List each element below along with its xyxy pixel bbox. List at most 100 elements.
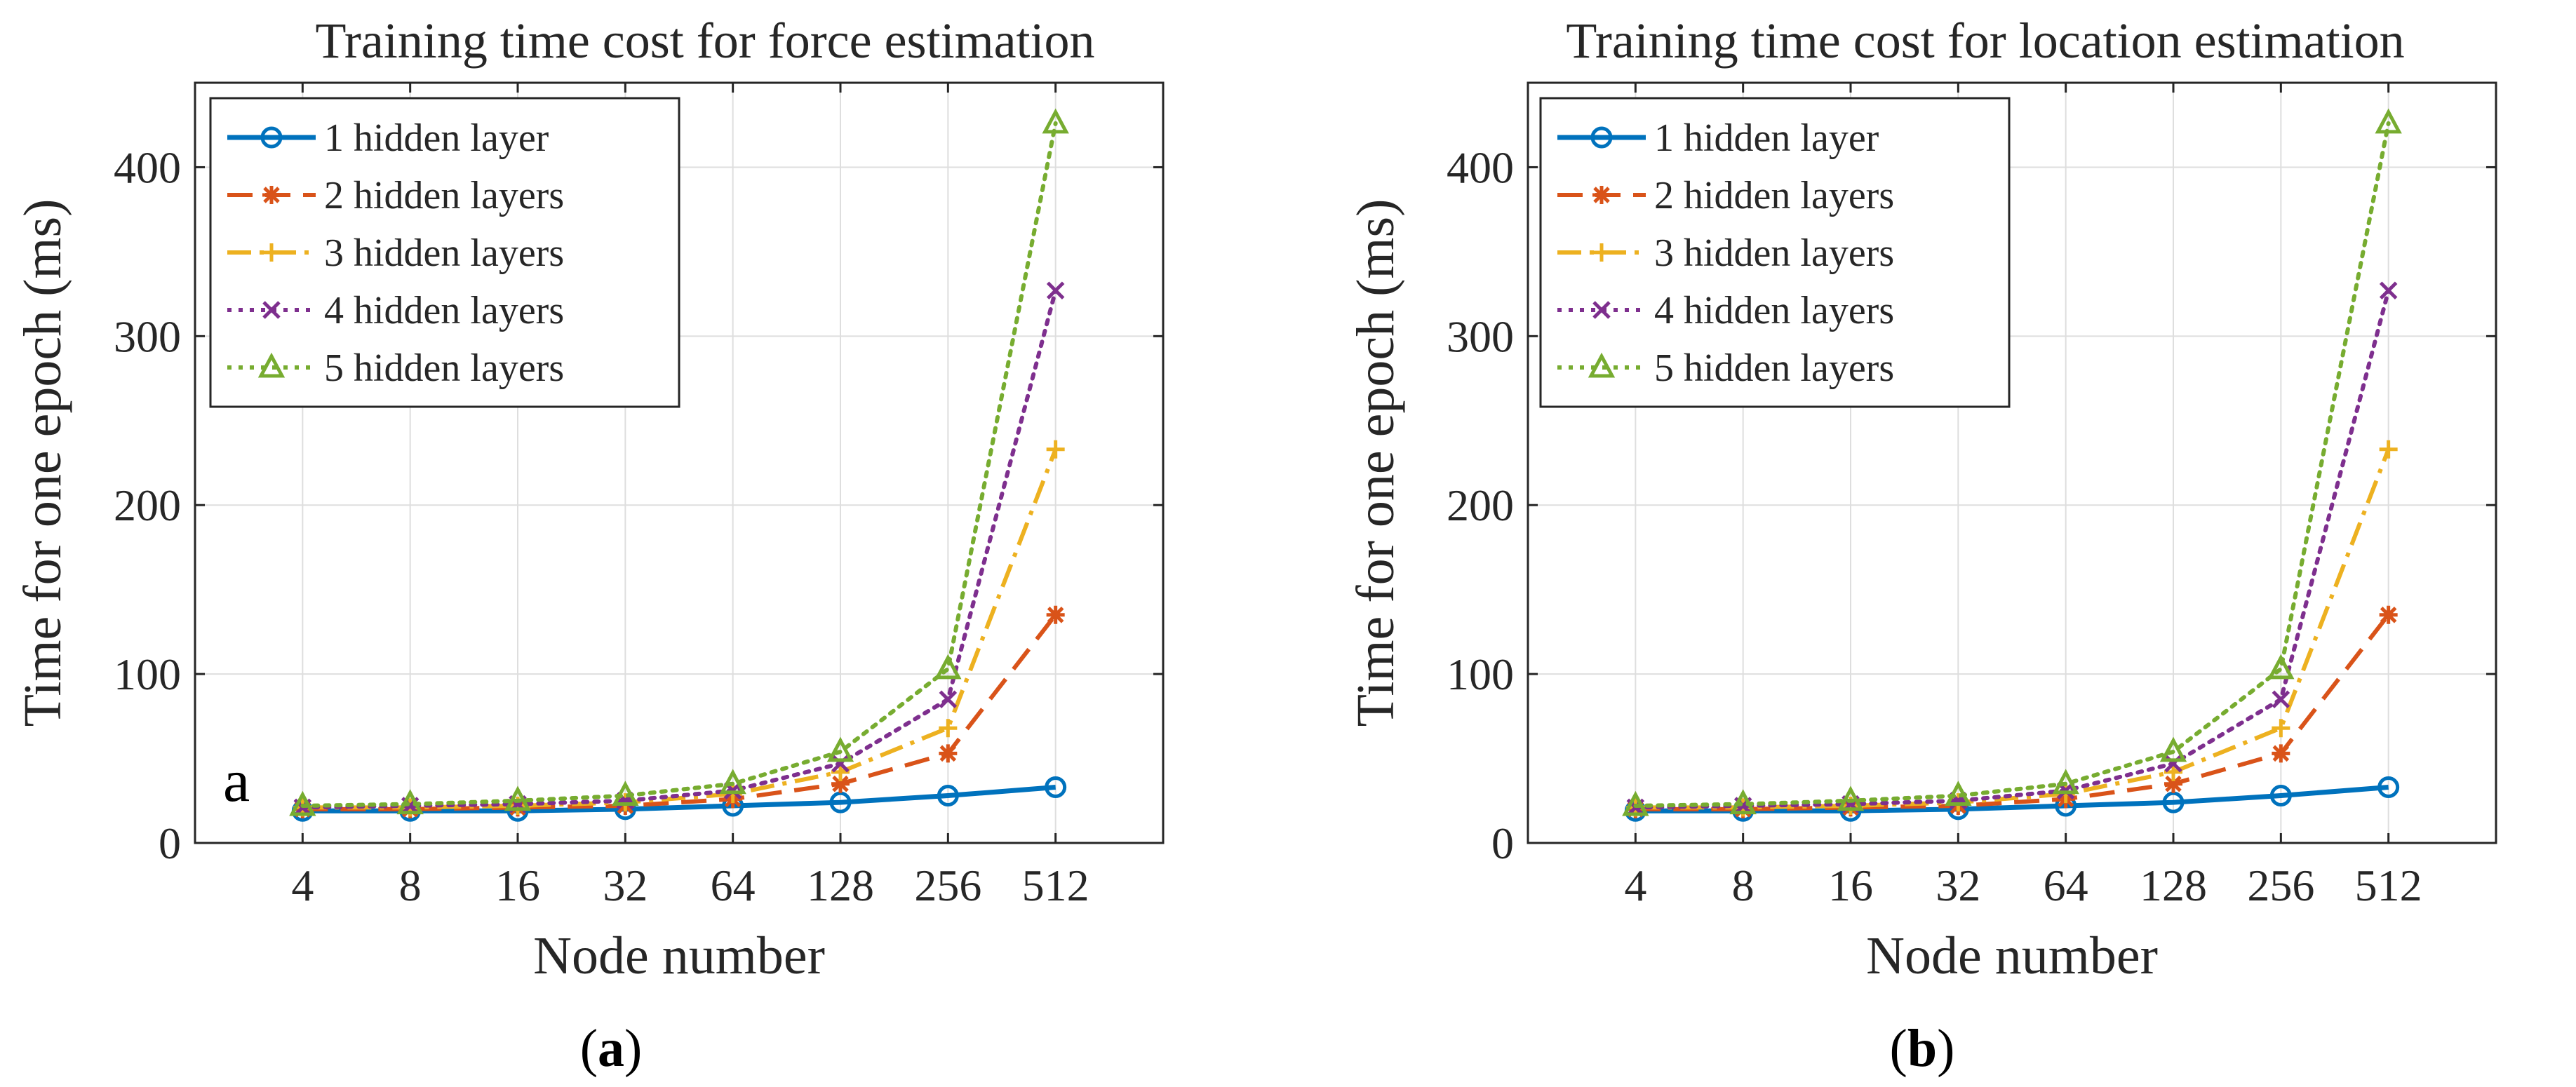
caption-close: ) (624, 1019, 642, 1078)
legend-entry: 3 hidden layers (324, 231, 564, 275)
data-point (2164, 774, 2182, 793)
y-tick-label: 300 (1447, 311, 1514, 361)
y-tick-label: 300 (114, 311, 181, 361)
legend-entry: 3 hidden layers (1654, 231, 1894, 275)
y-tick-label: 0 (1491, 818, 1514, 868)
legend-marker (1590, 126, 1613, 149)
data-point (504, 785, 532, 811)
data-point (2377, 776, 2400, 799)
x-tick-label: 512 (2355, 860, 2422, 910)
x-tick-label: 8 (1732, 860, 1755, 910)
data-point (1945, 781, 1972, 806)
x-axis-label: Node number (1866, 926, 2158, 985)
data-point (2379, 440, 2398, 459)
x-tick-label: 16 (1828, 860, 1873, 910)
legend-entry: 5 hidden layers (324, 346, 564, 390)
x-tick-label: 128 (807, 860, 874, 910)
legend: 1 hidden layer 2 hidden layers 3 hidden la… (209, 97, 680, 408)
legend-entry: 4 hidden layers (1654, 289, 1894, 332)
x-tick-label: 128 (2140, 860, 2207, 910)
data-point (1045, 776, 1067, 799)
data-point (2162, 791, 2185, 813)
data-point (826, 736, 854, 762)
caption-letter: b (1907, 1019, 1937, 1078)
legend-marker (262, 243, 281, 262)
caption-open: ( (1890, 1019, 1907, 1078)
y-tick-label: 200 (1447, 480, 1514, 530)
data-point (2379, 605, 2398, 624)
y-tick-label: 200 (114, 480, 181, 530)
data-point (1837, 785, 1865, 811)
legend-marker (1592, 243, 1611, 262)
data-point (939, 719, 958, 738)
x-tick-label: 4 (291, 860, 314, 910)
legend-entry: 2 hidden layers (1654, 174, 1894, 217)
x-tick-label: 8 (399, 860, 422, 910)
legend-entry: 2 hidden layers (324, 174, 564, 217)
legend-marker (1592, 301, 1611, 319)
legend: 1 hidden layer 2 hidden layers 3 hidden la… (1539, 97, 2011, 408)
x-tick-label: 256 (2247, 860, 2314, 910)
legend-marker (262, 186, 281, 204)
data-point (2379, 281, 2398, 300)
data-point (1729, 789, 1757, 815)
data-point (2272, 744, 2290, 763)
legend-marker (1592, 186, 1611, 204)
legend-marker (1588, 352, 1616, 378)
data-point (289, 790, 316, 816)
x-tick-label: 256 (914, 860, 981, 910)
series-line (300, 121, 1058, 809)
y-tick-label: 400 (114, 142, 181, 192)
caption-open: ( (580, 1019, 598, 1078)
legend-entry: 5 hidden layers (1654, 346, 1894, 390)
legend-entry: 1 hidden layer (1654, 116, 1879, 160)
data-point (934, 654, 962, 680)
chart-title: Training time cost for location estimati… (1566, 13, 2404, 69)
y-tick-label: 100 (114, 649, 181, 699)
x-tick-label: 32 (603, 860, 648, 910)
data-point (2267, 654, 2295, 680)
x-tick-label: 64 (711, 860, 756, 910)
chart-panel-a: 4 8 16 32 64 128 256 512 0 100 200 300 400 1 hidden l… (13, 13, 1165, 1078)
x-tick-label: 16 (495, 860, 540, 910)
data-point (831, 774, 850, 793)
chart-panel-b: 4 8 16 32 64 128 256 512 0 100 200 300 400 1 hidden l… (1346, 13, 2497, 1078)
data-point (937, 785, 959, 807)
data-point (2375, 108, 2402, 134)
legend-entry: 1 hidden layer (324, 116, 549, 160)
panel-letter: a (223, 747, 250, 814)
series-line (1633, 121, 2391, 809)
panel-caption: (a) (580, 1019, 643, 1078)
x-axis-label: Node number (533, 926, 825, 985)
data-point (939, 744, 958, 763)
data-point (2052, 769, 2079, 795)
data-point (1042, 108, 1069, 134)
data-point (612, 781, 639, 806)
legend-marker (260, 126, 283, 149)
data-point (1622, 790, 1649, 816)
data-point (1046, 605, 1065, 624)
data-point (939, 690, 958, 709)
data-point (1046, 281, 1065, 300)
legend-entry: 4 hidden layers (324, 289, 564, 332)
chart-title: Training time cost for force estimation (315, 13, 1094, 69)
data-point (719, 769, 746, 795)
data-point (2272, 690, 2290, 709)
data-point (2272, 719, 2290, 738)
data-point (396, 789, 424, 815)
y-tick-label: 0 (159, 818, 181, 868)
caption-close: ) (1937, 1019, 1954, 1078)
legend-marker (262, 301, 281, 319)
data-point (829, 791, 852, 813)
series-5 (289, 108, 1069, 816)
y-tick-label: 400 (1447, 142, 1514, 192)
x-tick-label: 32 (1936, 860, 1980, 910)
axes-box (194, 81, 1165, 844)
y-axis-label: Time for one epoch (ms) (13, 199, 72, 727)
caption-letter: a (598, 1019, 624, 1078)
series-5 (1622, 108, 2402, 816)
y-axis-label: Time for one epoch (ms) (1346, 199, 1405, 727)
axes-box (1527, 81, 2497, 844)
data-point (1046, 440, 1065, 459)
